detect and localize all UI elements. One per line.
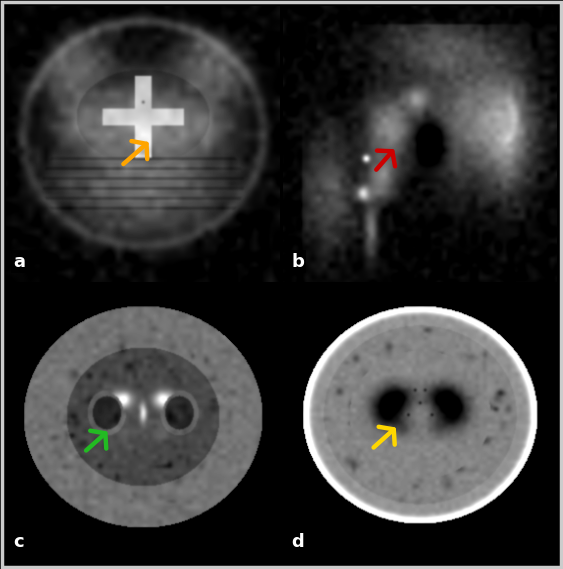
Text: a: a — [14, 253, 25, 271]
Text: b: b — [291, 253, 304, 271]
Text: d: d — [291, 533, 304, 551]
Text: c: c — [14, 533, 24, 551]
